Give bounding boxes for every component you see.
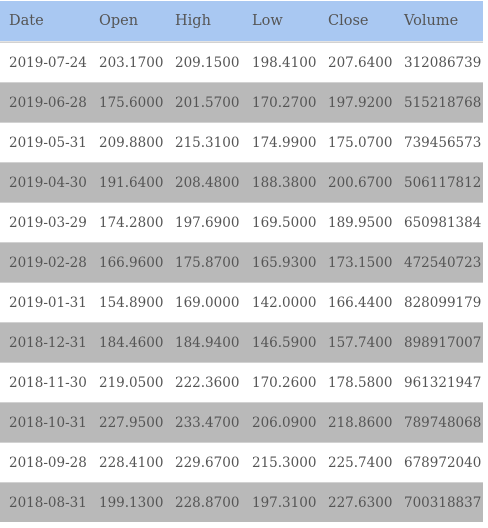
cell-open: 154.8900: [91, 282, 167, 322]
cell-volume: 506117812: [396, 162, 483, 202]
cell-low: 198.4100: [244, 42, 320, 82]
cell-low: 169.5000: [244, 202, 320, 242]
cell-date: 2019-05-31: [0, 122, 91, 162]
cell-open: 228.4100: [91, 442, 167, 482]
cell-open: 199.1300: [91, 482, 167, 522]
cell-close: 207.6400: [320, 42, 396, 82]
cell-volume: 678972040: [396, 442, 483, 482]
column-header-close[interactable]: Close: [320, 0, 396, 42]
cell-volume: 700318837: [396, 482, 483, 522]
cell-low: 215.3000: [244, 442, 320, 482]
cell-volume: 789748068: [396, 402, 483, 442]
cell-low: 206.0900: [244, 402, 320, 442]
cell-close: 225.7400: [320, 442, 396, 482]
column-header-volume[interactable]: Volume: [396, 0, 483, 42]
cell-volume: 515218768: [396, 82, 483, 122]
cell-close: 157.7400: [320, 322, 396, 362]
cell-high: 229.6700: [167, 442, 244, 482]
cell-date: 2019-06-28: [0, 82, 91, 122]
cell-volume: 472540723: [396, 242, 483, 282]
cell-low: 170.2700: [244, 82, 320, 122]
table-row: 2018-12-31 184.4600 184.9400 146.5900 157.74…: [0, 322, 483, 362]
cell-volume: 739456573: [396, 122, 483, 162]
column-header-low[interactable]: Low: [244, 0, 320, 42]
cell-close: 200.6700: [320, 162, 396, 202]
cell-high: 233.4700: [167, 402, 244, 442]
cell-open: 166.9600: [91, 242, 167, 282]
cell-low: 197.3100: [244, 482, 320, 522]
table-row: 2019-02-28 166.9600 175.8700 165.9300 173.15…: [0, 242, 483, 282]
cell-low: 142.0000: [244, 282, 320, 322]
cell-open: 174.2800: [91, 202, 167, 242]
cell-close: 189.9500: [320, 202, 396, 242]
cell-high: 215.3100: [167, 122, 244, 162]
cell-date: 2019-07-24: [0, 42, 91, 82]
cell-volume: 898917007: [396, 322, 483, 362]
table-row: 2018-11-30 219.0500 222.3600 170.2600 178.58…: [0, 362, 483, 402]
cell-open: 209.8800: [91, 122, 167, 162]
cell-open: 175.6000: [91, 82, 167, 122]
cell-volume: 650981384: [396, 202, 483, 242]
stock-price-table-container: Date Open High Low Close Volume 2019-07-…: [0, 0, 483, 522]
cell-volume: 312086739: [396, 42, 483, 82]
cell-date: 2019-02-28: [0, 242, 91, 282]
cell-low: 165.9300: [244, 242, 320, 282]
cell-open: 184.4600: [91, 322, 167, 362]
cell-high: 169.0000: [167, 282, 244, 322]
stock-price-table: Date Open High Low Close Volume 2019-07-…: [0, 0, 483, 522]
cell-open: 191.6400: [91, 162, 167, 202]
cell-close: 218.8600: [320, 402, 396, 442]
cell-date: 2019-04-30: [0, 162, 91, 202]
cell-close: 175.0700: [320, 122, 396, 162]
cell-date: 2018-10-31: [0, 402, 91, 442]
table-body: 2019-07-24 203.1700 209.1500 198.4100 207.64…: [0, 42, 483, 522]
column-header-date[interactable]: Date: [0, 0, 91, 42]
table-row: 2019-01-31 154.8900 169.0000 142.0000 166.44…: [0, 282, 483, 322]
cell-high: 201.5700: [167, 82, 244, 122]
cell-low: 174.9900: [244, 122, 320, 162]
cell-date: 2018-08-31: [0, 482, 91, 522]
cell-close: 173.1500: [320, 242, 396, 282]
cell-date: 2019-01-31: [0, 282, 91, 322]
column-header-high[interactable]: High: [167, 0, 244, 42]
cell-volume: 961321947: [396, 362, 483, 402]
table-row: 2019-05-31 209.8800 215.3100 174.9900 175.07…: [0, 122, 483, 162]
cell-high: 184.9400: [167, 322, 244, 362]
cell-low: 170.2600: [244, 362, 320, 402]
cell-date: 2018-12-31: [0, 322, 91, 362]
cell-high: 209.1500: [167, 42, 244, 82]
cell-close: 227.6300: [320, 482, 396, 522]
cell-high: 222.3600: [167, 362, 244, 402]
cell-low: 188.3800: [244, 162, 320, 202]
header-row: Date Open High Low Close Volume: [0, 0, 483, 42]
table-row: 2018-09-28 228.4100 229.6700 215.3000 225.74…: [0, 442, 483, 482]
table-row: 2019-04-30 191.6400 208.4800 188.3800 200.67…: [0, 162, 483, 202]
cell-high: 228.8700: [167, 482, 244, 522]
table-row: 2019-07-24 203.1700 209.1500 198.4100 207.64…: [0, 42, 483, 82]
cell-open: 219.0500: [91, 362, 167, 402]
cell-date: 2018-11-30: [0, 362, 91, 402]
table-header: Date Open High Low Close Volume: [0, 0, 483, 42]
cell-open: 227.9500: [91, 402, 167, 442]
cell-high: 175.8700: [167, 242, 244, 282]
cell-date: 2018-09-28: [0, 442, 91, 482]
cell-close: 178.5800: [320, 362, 396, 402]
cell-close: 166.4400: [320, 282, 396, 322]
table-row: 2018-10-31 227.9500 233.4700 206.0900 218.86…: [0, 402, 483, 442]
table-row: 2018-08-31 199.1300 228.8700 197.3100 227.63…: [0, 482, 483, 522]
cell-date: 2019-03-29: [0, 202, 91, 242]
cell-volume: 828099179: [396, 282, 483, 322]
cell-close: 197.9200: [320, 82, 396, 122]
column-header-open[interactable]: Open: [91, 0, 167, 42]
table-row: 2019-06-28 175.6000 201.5700 170.2700 197.92…: [0, 82, 483, 122]
cell-open: 203.1700: [91, 42, 167, 82]
table-row: 2019-03-29 174.2800 197.6900 169.5000 189.95…: [0, 202, 483, 242]
cell-low: 146.5900: [244, 322, 320, 362]
cell-high: 208.4800: [167, 162, 244, 202]
cell-high: 197.6900: [167, 202, 244, 242]
